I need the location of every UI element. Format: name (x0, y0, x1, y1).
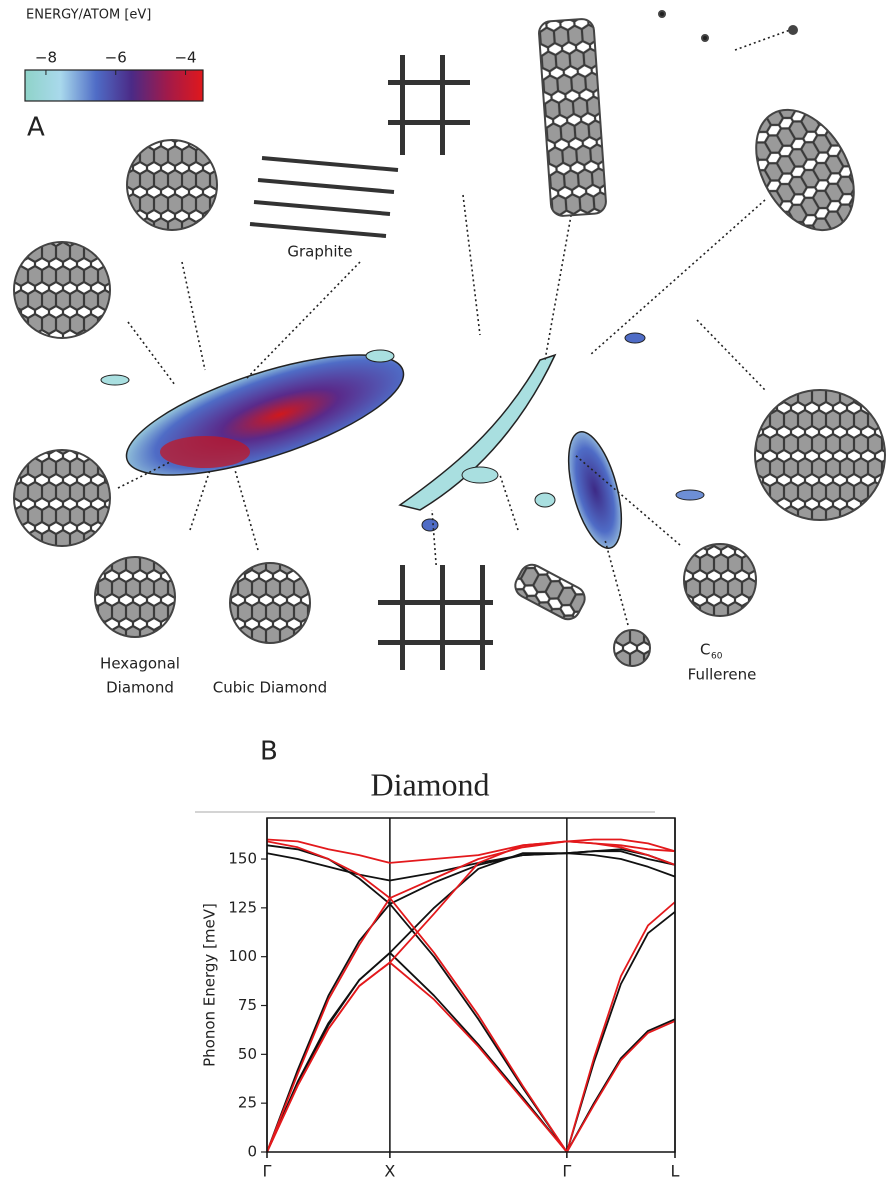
structure-label: Hexagonal (100, 655, 180, 673)
y-tick-label: 100 (228, 947, 257, 965)
structure-label: C (700, 641, 710, 659)
colorbar-tick-label: −6 (105, 49, 127, 67)
y-tick-label: 150 (228, 850, 257, 868)
structure-label: Diamond (106, 679, 174, 697)
y-axis-label: Phonon Energy [meV] (201, 903, 219, 1067)
x-tick-label: Γ (263, 1162, 272, 1181)
y-tick-label: 0 (247, 1143, 257, 1161)
y-tick-label: 75 (238, 996, 257, 1014)
panel-label: B (260, 737, 278, 767)
phonon-branch (267, 953, 675, 1152)
chart-title: Diamond (370, 766, 489, 802)
density-map (101, 330, 704, 553)
x-tick-label: Γ (562, 1162, 571, 1181)
figure: A ENERGY/ATOM [eV] B Diamond Phonon Ener… (0, 0, 890, 1186)
phonon-branch (267, 963, 675, 1153)
colorbar-tick-label: −4 (174, 49, 196, 67)
structures (14, 11, 885, 670)
structure-label: Cubic Diamond (213, 679, 327, 697)
colorbar-label: ENERGY/ATOM [eV] (26, 8, 151, 23)
colorbar (25, 70, 203, 101)
y-tick-label: 50 (238, 1045, 257, 1063)
y-tick-label: 25 (238, 1094, 257, 1112)
x-tick-label: X (384, 1162, 395, 1181)
panel-label: A (27, 113, 45, 143)
y-tick-label: 125 (228, 898, 257, 916)
structure-label: 60 (711, 652, 723, 662)
colorbar-tick-label: −8 (35, 49, 57, 67)
structure-label: Graphite (287, 243, 352, 261)
x-tick-label: L (671, 1162, 680, 1181)
structure-label: Fullerene (688, 666, 757, 684)
